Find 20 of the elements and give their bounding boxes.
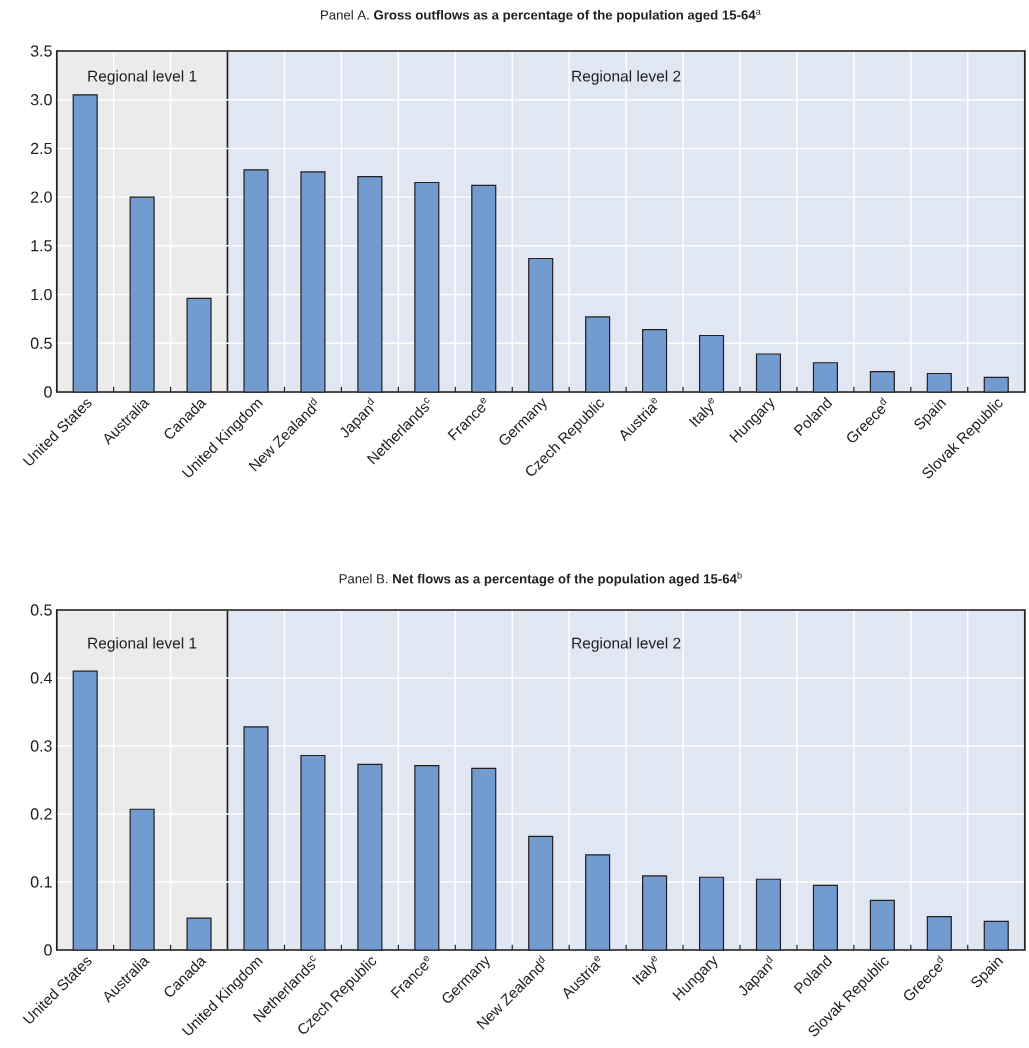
y-tick-label: 2.0 (31, 191, 52, 203)
band-label: Regional level 1 (88, 637, 197, 652)
y-tick-label: 0.5 (30, 337, 52, 349)
y-tick-label: 3.0 (30, 94, 52, 106)
y-tick-label: 0.3 (30, 740, 52, 752)
y-tick-label: 2.5 (31, 142, 52, 155)
y-tick-label: 1.5 (31, 240, 52, 252)
band-label: Regional level 2 (572, 637, 681, 652)
band-label: Regional level 1 (88, 70, 197, 85)
chart-title: Panel B. Net flows as a percentage of the population aged 15-64$^{b}$ (339, 571, 742, 587)
y-tick-label: 0.1 (30, 876, 52, 888)
y-tick-label: 0.4 (30, 672, 53, 684)
y-tick-label: 1.0 (31, 288, 52, 301)
y-tick-label: 3.5 (30, 45, 52, 57)
y-tick-label: 0.5 (30, 604, 52, 616)
chart-title: Panel A. Gross outflows as a percentage of the population aged 15-64$^{a}$ (321, 9, 761, 23)
y-tick-label: 0 (44, 386, 52, 398)
band-label: Regional level 2 (572, 70, 681, 85)
y-tick-label: 0.2 (30, 808, 52, 820)
y-tick-label: 0 (44, 944, 52, 956)
